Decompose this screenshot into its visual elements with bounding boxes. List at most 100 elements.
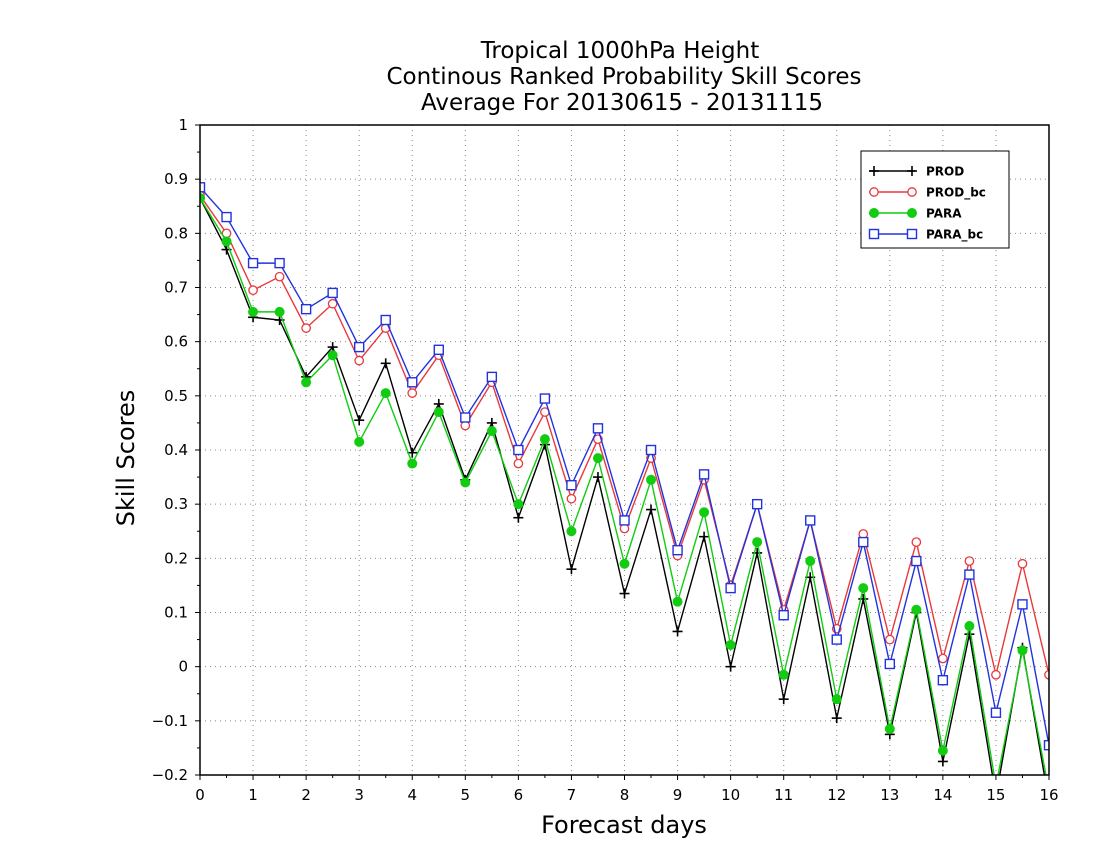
data-point-para xyxy=(805,556,816,567)
legend-box xyxy=(860,150,1010,249)
data-point-para-bc xyxy=(725,582,736,594)
y-tick-label: 0.2 xyxy=(164,549,188,567)
data-point-para-bc xyxy=(407,377,418,388)
data-point-para-bc xyxy=(380,314,391,326)
data-point-para-bc xyxy=(539,393,551,404)
data-point-para xyxy=(725,640,736,650)
data-point-para xyxy=(354,436,365,447)
title-line-3: Average For 20130615 - 20131115 xyxy=(421,90,823,116)
x-tick-label: 7 xyxy=(567,786,577,804)
data-point-prod xyxy=(513,512,524,523)
x-tick-label: 10 xyxy=(721,786,740,804)
legend-marker xyxy=(907,187,917,197)
data-point-para xyxy=(274,306,285,317)
legend-entry-para: PARA xyxy=(869,207,962,221)
data-point-prod xyxy=(778,694,789,705)
x-tick-label: 2 xyxy=(301,786,311,804)
data-point-prod xyxy=(937,756,948,767)
y-tick-label: 0.5 xyxy=(164,387,188,405)
data-point-para xyxy=(566,526,577,537)
y-tick-label: 0 xyxy=(178,658,188,676)
data-point-para xyxy=(327,350,338,361)
x-tick-label: 3 xyxy=(354,786,364,804)
y-tick-label: 0.4 xyxy=(164,441,188,459)
y-tick-label: 1 xyxy=(178,116,188,134)
data-point-para-bc xyxy=(460,412,471,423)
data-point-para-bc xyxy=(911,555,922,567)
data-point-para xyxy=(513,499,524,510)
x-tick-label: 1 xyxy=(248,786,258,804)
data-point-para-bc xyxy=(672,545,683,556)
series-line-para xyxy=(200,197,1047,775)
y-tick-label: 0.1 xyxy=(164,604,188,622)
legend-marker xyxy=(907,166,917,176)
data-point-para-bc xyxy=(592,423,604,434)
data-point-para xyxy=(433,407,444,418)
data-point-para-bc xyxy=(805,515,816,526)
data-point-para xyxy=(619,558,630,569)
data-point-prod-bc xyxy=(566,493,577,504)
x-tick-label: 4 xyxy=(407,786,417,804)
data-point-para xyxy=(778,669,789,680)
data-point-para xyxy=(672,596,683,607)
data-point-para-bc xyxy=(645,444,657,456)
data-point-prod xyxy=(407,447,418,458)
data-point-prod-bc xyxy=(884,634,895,645)
legend-label-para-bc: PARA_bc xyxy=(926,228,983,243)
data-point-para xyxy=(752,537,763,548)
data-point-para-bc xyxy=(513,444,524,456)
data-point-para xyxy=(646,474,657,485)
data-point-para-bc xyxy=(751,498,763,510)
x-tick-label: 11 xyxy=(774,786,793,804)
legend-label-para: PARA xyxy=(926,207,962,221)
data-point-para xyxy=(221,236,232,247)
data-point-para-bc xyxy=(990,707,1002,718)
data-point-para xyxy=(831,694,842,705)
data-series xyxy=(200,182,1049,775)
y-axis-title: Skill Scores xyxy=(112,390,140,527)
y-tick-label: 0.7 xyxy=(164,279,188,297)
data-point-para xyxy=(200,193,205,204)
data-point-para xyxy=(911,604,922,615)
data-point-para-bc xyxy=(698,469,710,480)
y-tick-label: −0.1 xyxy=(152,712,188,730)
x-axis-title: Forecast days xyxy=(541,811,707,839)
data-point-para xyxy=(301,377,312,388)
legend-entry-prod-bc: PROD_bc xyxy=(869,186,986,201)
data-point-prod-bc xyxy=(407,388,418,398)
legend-label-prod: PROD xyxy=(926,165,964,179)
data-point-prod xyxy=(566,564,577,575)
data-point-para xyxy=(1017,645,1028,656)
axis-ticks: 0 1 2 3 4 5 6 7 8 9 10 11 12 13 14 15 16−0.2−0.100.10.20… xyxy=(152,116,1059,804)
data-point-para-bc xyxy=(327,287,338,299)
x-tick-label: 0 xyxy=(195,786,205,804)
y-tick-label: 0.8 xyxy=(164,224,188,242)
legend-marker xyxy=(869,166,879,176)
data-point-para-bc xyxy=(566,480,577,491)
data-point-prod-bc xyxy=(354,355,365,366)
data-point-para-bc xyxy=(1017,599,1028,610)
y-tick-label: −0.2 xyxy=(152,766,188,784)
chart-title: Tropical 1000hPa Height Continous Ranked… xyxy=(386,38,861,116)
y-tick-label: 0.6 xyxy=(164,333,188,351)
x-tick-label: 12 xyxy=(827,786,846,804)
legend-marker xyxy=(869,208,879,218)
x-tick-label: 5 xyxy=(461,786,471,804)
data-point-para xyxy=(884,723,895,734)
data-point-para-bc xyxy=(300,303,312,315)
data-point-prod xyxy=(858,593,869,604)
data-point-para-bc xyxy=(247,257,259,269)
data-point-para-bc xyxy=(200,182,206,193)
data-point-prod-bc xyxy=(513,458,524,469)
data-point-prod-bc xyxy=(938,653,948,664)
data-point-prod xyxy=(592,472,603,483)
data-point-para xyxy=(460,477,471,488)
data-point-prod xyxy=(831,713,842,724)
data-point-para xyxy=(964,621,975,632)
data-point-para-bc xyxy=(964,569,975,580)
data-point-prod xyxy=(699,531,710,542)
data-point-prod-bc xyxy=(1017,558,1028,569)
y-tick-label: 0.3 xyxy=(164,495,188,513)
data-point-prod-bc xyxy=(911,537,922,547)
